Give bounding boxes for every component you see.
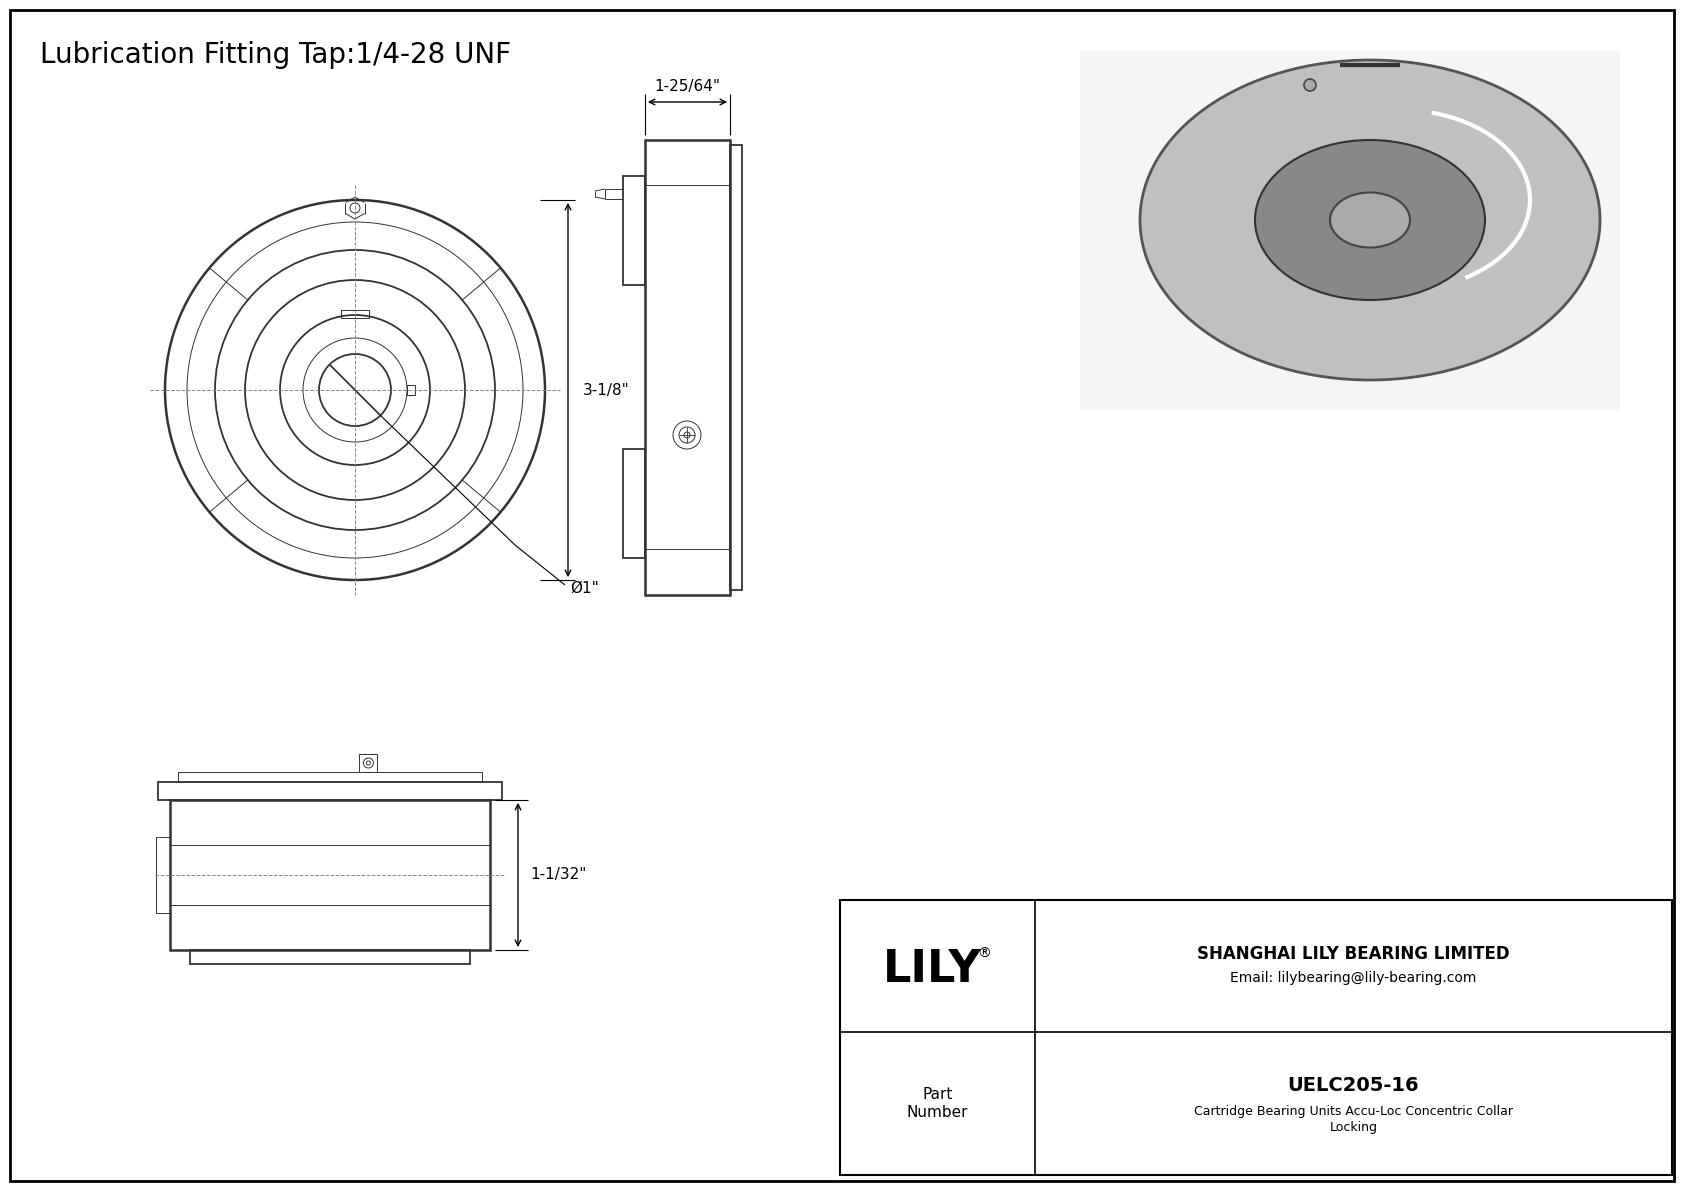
Bar xyxy=(623,176,645,285)
Ellipse shape xyxy=(1330,193,1410,248)
Bar xyxy=(645,141,729,596)
Text: Locking: Locking xyxy=(1329,1121,1378,1134)
Bar xyxy=(623,449,645,559)
Circle shape xyxy=(1303,79,1315,91)
Text: Lubrication Fitting Tap:1/4-28 UNF: Lubrication Fitting Tap:1/4-28 UNF xyxy=(40,40,512,69)
Bar xyxy=(840,900,1672,1176)
Ellipse shape xyxy=(1255,141,1485,300)
Text: Ø1": Ø1" xyxy=(569,580,600,596)
Text: ®: ® xyxy=(978,947,992,961)
Bar xyxy=(408,385,414,395)
Bar xyxy=(179,772,482,782)
Text: 1-25/64": 1-25/64" xyxy=(655,79,721,94)
Text: 3-1/8": 3-1/8" xyxy=(583,382,630,398)
Bar xyxy=(190,950,470,964)
Bar xyxy=(340,310,369,318)
Text: Email: lilybearing@lily-bearing.com: Email: lilybearing@lily-bearing.com xyxy=(1231,971,1477,985)
Bar xyxy=(1079,50,1620,410)
Text: LILY: LILY xyxy=(882,948,982,991)
Text: Cartridge Bearing Units Accu-Loc Concentric Collar: Cartridge Bearing Units Accu-Loc Concent… xyxy=(1194,1105,1512,1118)
Bar xyxy=(170,800,490,950)
Bar xyxy=(158,782,502,800)
Bar xyxy=(359,754,377,772)
Text: SHANGHAI LILY BEARING LIMITED: SHANGHAI LILY BEARING LIMITED xyxy=(1197,944,1511,964)
Text: Part
Number: Part Number xyxy=(906,1087,968,1120)
Text: UELC205-16: UELC205-16 xyxy=(1288,1075,1420,1095)
Bar xyxy=(729,145,743,590)
Text: 1-1/32": 1-1/32" xyxy=(530,867,586,883)
Ellipse shape xyxy=(1140,60,1600,380)
Bar xyxy=(157,837,170,913)
